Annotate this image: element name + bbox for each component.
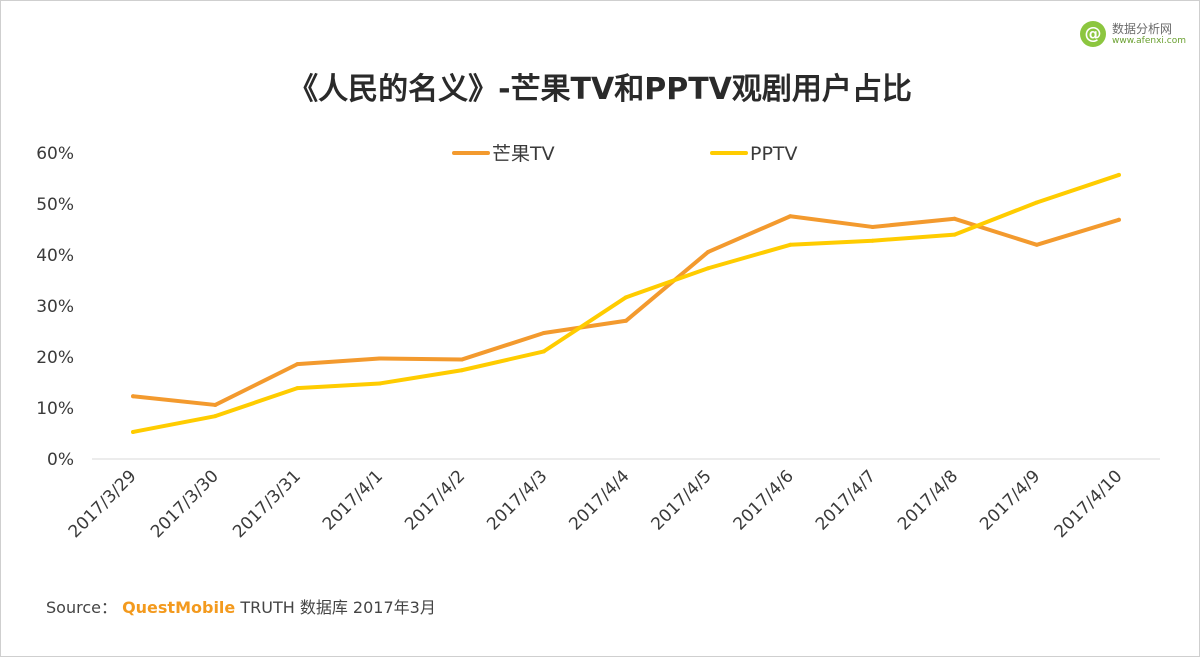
source-note: Source： QuestMobile TRUTH 数据库 2017年3月 (46, 594, 436, 618)
data-point (295, 386, 300, 391)
data-point (541, 331, 546, 336)
y-tick-label: 30% (36, 297, 74, 317)
data-point (459, 368, 464, 373)
y-tick-label: 20% (36, 348, 74, 368)
data-point (459, 357, 464, 362)
logo-text: 数据分析网 www.afenxi.com (1112, 23, 1186, 46)
data-point (952, 216, 957, 221)
source-brand: QuestMobile (122, 598, 236, 617)
data-point (870, 224, 875, 229)
chart-title: 《人民的名义》-芒果TV和PPTV观剧用户占比 (288, 72, 912, 107)
x-tick-label: 2017/4/8 (894, 466, 962, 534)
x-tick-label: 2017/3/30 (147, 466, 223, 542)
data-point (788, 242, 793, 247)
source-rest: TRUTH 数据库 2017年3月 (235, 598, 436, 617)
x-tick-label: 2017/4/7 (812, 466, 880, 534)
data-point (1034, 242, 1039, 247)
data-point (1116, 217, 1121, 222)
x-tick-label: 2017/4/3 (483, 466, 551, 534)
series-line-1 (131, 214, 1121, 407)
x-tick-label: 2017/4/2 (401, 466, 469, 534)
data-point (624, 318, 628, 323)
y-tick-label: 10% (36, 399, 74, 419)
data-point (377, 381, 382, 386)
series-line-2 (131, 172, 1121, 434)
legend-label: 芒果TV (492, 143, 555, 165)
afenxi-logo: @ 数据分析网 www.afenxi.com (1080, 18, 1186, 50)
data-point (1116, 172, 1121, 177)
data-point (131, 394, 136, 399)
logo-cn-text: 数据分析网 (1112, 21, 1173, 36)
x-tick-label: 2017/4/5 (648, 466, 716, 534)
data-point (706, 266, 711, 271)
y-tick-label: 40% (36, 246, 74, 266)
data-point (131, 429, 136, 434)
data-point (1034, 200, 1039, 205)
data-point (706, 249, 711, 254)
x-tick-label: 2017/4/4 (565, 466, 633, 534)
y-tick-label: 0% (47, 450, 74, 470)
x-tick-label: 2017/4/1 (319, 466, 387, 534)
x-tick-label: 2017/3/31 (229, 466, 305, 542)
data-point (541, 349, 546, 354)
data-point (295, 362, 300, 367)
data-point (213, 402, 218, 407)
x-tick-label: 2017/4/10 (1051, 466, 1127, 542)
x-tick-label: 2017/3/29 (65, 466, 141, 542)
data-point (788, 214, 793, 219)
data-point (624, 295, 628, 300)
y-tick-label: 60% (36, 144, 74, 164)
legend-label: PPTV (750, 143, 798, 165)
at-icon: @ (1080, 21, 1107, 47)
data-point (213, 414, 218, 419)
data-point (377, 356, 382, 361)
x-tick-label: 2017/4/9 (976, 466, 1044, 534)
logo-en-text: www.afenxi.com (1112, 35, 1186, 46)
y-tick-label: 50% (36, 195, 74, 215)
data-point (952, 232, 957, 237)
x-tick-label: 2017/4/6 (730, 466, 798, 534)
data-point (870, 238, 875, 243)
source-label: Source： (46, 598, 117, 617)
